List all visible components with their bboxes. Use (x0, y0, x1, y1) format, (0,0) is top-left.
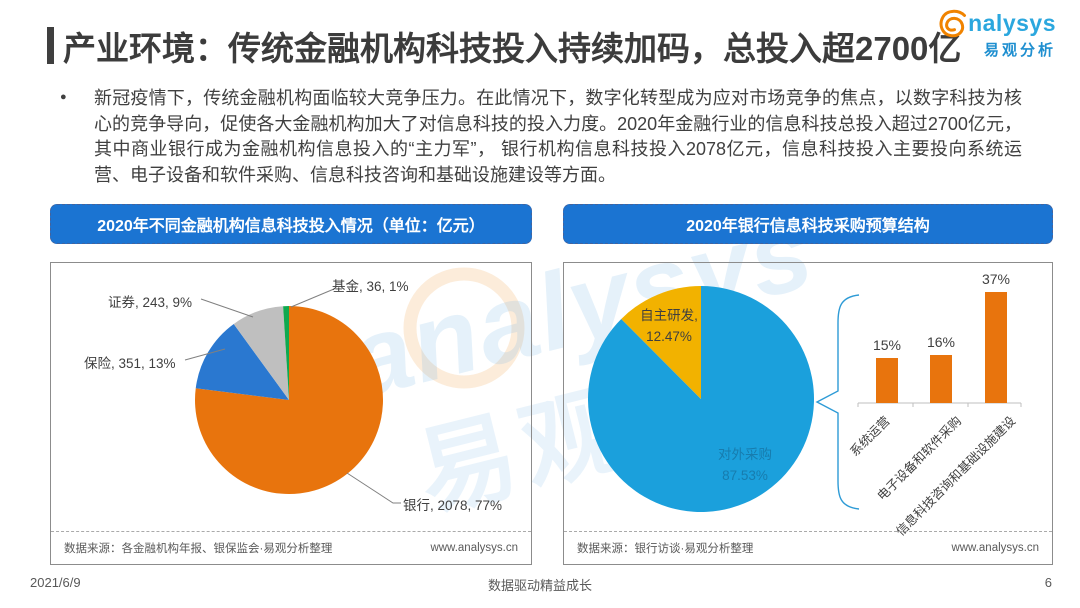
left-chart-title: 2020年不同金融机构信息科技投入情况（单位：亿元） (50, 204, 532, 244)
pie-label-insurance: 保险, 351, 13% (84, 356, 176, 371)
right-chart-panel: 15% 16% 37% 自主研发, 12.47% 对外采购 87.53% 系统运营 电子… (563, 262, 1053, 565)
pie-slice-对外采购 (588, 286, 815, 512)
page-number: 6 (1044, 575, 1052, 590)
logo-brand-text: nalysys (968, 9, 1056, 36)
footer-slogan: 数据驱动精益成长 (487, 578, 592, 593)
pie-label-bank: 银行, 2078, 77% (403, 498, 503, 513)
left-source-row: 数据来源：各金融机构年报、银保监会·易观分析整理 www.analysys.cn (51, 531, 531, 564)
bar-value-label: 37% (982, 271, 1010, 287)
pie-slice-银行 (194, 306, 383, 494)
analysys-swoosh-icon (939, 9, 967, 38)
pie-label-fund: 基金, 36, 1% (332, 279, 409, 294)
pie-slice-基金 (283, 306, 289, 400)
right-source-row: 数据来源：银行访谈·易观分析整理 www.analysys.cn (564, 531, 1052, 564)
pie-label-securities: 证券, 243, 9% (108, 295, 193, 310)
leader-line-bank (346, 472, 401, 504)
institutions-pie-chart (184, 288, 401, 504)
bullet-icon: ● (60, 91, 67, 103)
leader-line-insurance (184, 348, 226, 361)
pie-label-inhouse: 自主研发, 12.47% (640, 308, 698, 344)
bar-value-label: 16% (927, 334, 955, 350)
title-accent-bar (47, 27, 54, 64)
pie-label-external: 对外采购 87.53% (718, 447, 772, 483)
bar-value-label: 15% (873, 337, 901, 353)
bar-电子设备和软件采购 (930, 355, 952, 403)
right-chart-title: 2020年银行信息科技采购预算结构 (563, 204, 1053, 244)
analysys-logo: nalysys 易观分析 (937, 8, 1056, 60)
pie-slice-证券 (233, 306, 289, 400)
bar-信息科技咨询和基础设施建设 (985, 292, 1007, 403)
procurement-chart: 15% 16% 37% (588, 271, 1022, 512)
leader-line-fund (290, 288, 335, 308)
bar-系统运营 (876, 358, 898, 403)
page-title: 产业环境：传统金融机构科技投入持续加码，总投入超2700亿 (63, 30, 962, 67)
pie-slice-保险 (195, 323, 289, 400)
left-data-source: 数据来源：各金融机构年报、银保监会·易观分析整理 (64, 543, 333, 555)
right-website: www.analysys.cn (951, 542, 1039, 554)
summary-block: ● 新冠疫情下，传统金融机构面临较大竞争压力。在此情况下，数字化转型成为应对市场… (60, 86, 1022, 188)
logo-brand-cn: 易观分析 (983, 42, 1056, 59)
brace-connector (815, 294, 860, 510)
summary-text: 新冠疫情下，传统金融机构面临较大竞争压力。在此情况下，数字化转型成为应对市场竞争… (94, 88, 1022, 185)
leader-line-securities (200, 298, 254, 318)
right-data-source: 数据来源：银行访谈·易观分析整理 (577, 543, 754, 555)
pie-slice-自主研发 (621, 286, 701, 399)
left-website: www.analysys.cn (430, 542, 518, 554)
footer-date: 2021/6/9 (30, 575, 81, 590)
left-chart-panel: 银行, 2078, 77% 保险, 351, 13% 证券, 243, 9% 基… (50, 262, 532, 565)
